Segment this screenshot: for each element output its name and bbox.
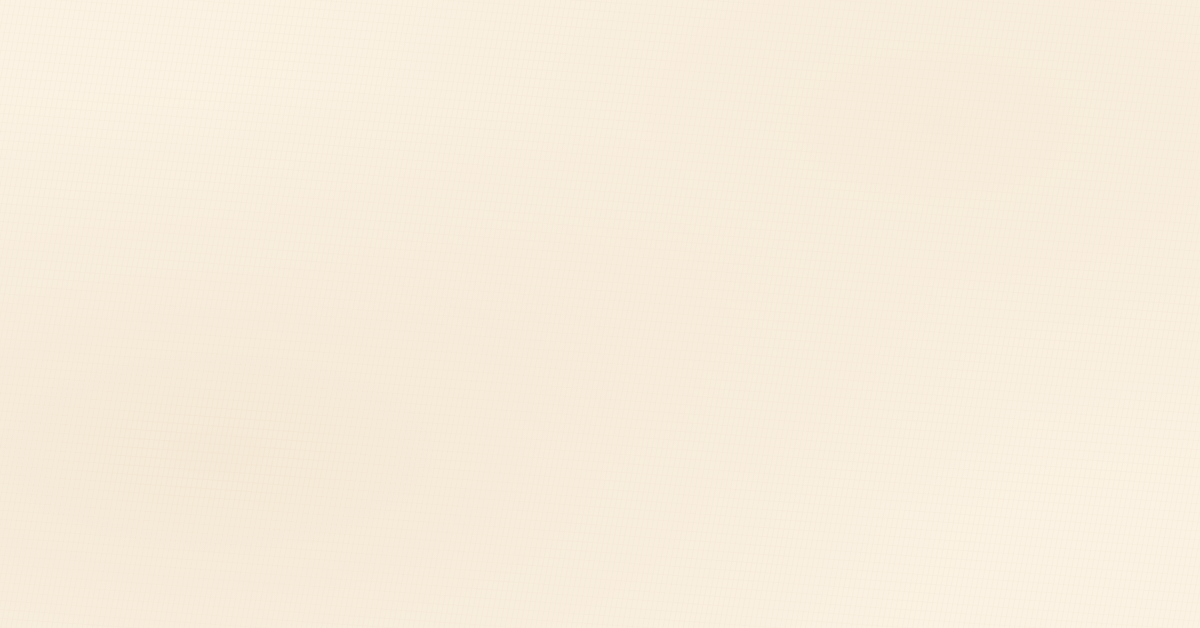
- region-nodata-3: [683, 473, 707, 489]
- region-somalia: [705, 483, 747, 525]
- region-netherlands: [539, 307, 557, 323]
- region-guatemala: [241, 457, 259, 475]
- region-png: [1061, 507, 1113, 537]
- region-suriname: [419, 503, 433, 525]
- region-iceland: [463, 257, 503, 275]
- region-greece: [609, 369, 639, 393]
- region-bangladesh: [873, 389, 895, 407]
- region-fiji: [1147, 525, 1165, 539]
- legend-highest-label: Highest: [803, 209, 890, 238]
- region-jamaica: [267, 407, 283, 417]
- region-yemen: [699, 427, 741, 449]
- region-gabon: [575, 507, 601, 535]
- region-french-guiana: [431, 505, 447, 527]
- region-angola: [571, 549, 633, 595]
- region-nodata-2: [459, 439, 489, 459]
- region-nz: [1159, 609, 1185, 628]
- region-japan-main: [1049, 359, 1083, 399]
- region-solomon: [1119, 517, 1143, 533]
- region-guinea: [485, 467, 511, 493]
- subtitle: 2026 FORECAST BY COUNTRY: [375, 163, 825, 193]
- region-mexico: [119, 427, 257, 503]
- region-syria: [663, 359, 693, 379]
- title-part-1: Gl: [108, 10, 248, 166]
- region-baltics: [611, 283, 647, 305]
- region-srilanka: [853, 451, 869, 467]
- region-cameroon: [593, 479, 617, 513]
- page-title: Gl bal Inflati n: [108, 22, 1094, 154]
- region-guyana: [403, 501, 421, 525]
- region-ghana: [531, 477, 553, 503]
- region-australia: [985, 563, 1129, 628]
- legend-gradient-bar: Lowest Highest: [128, 200, 910, 248]
- region-mali: [503, 425, 561, 467]
- title-part-4: n: [1010, 10, 1094, 166]
- region-saudi: [663, 371, 741, 435]
- region-moldova: [647, 327, 665, 341]
- region-vietnam: [933, 403, 963, 451]
- region-taiwan: [1005, 409, 1019, 429]
- region-spain: [481, 355, 527, 393]
- region-borneo: [979, 455, 1011, 481]
- region-sierra: [467, 473, 487, 493]
- region-korea: [1019, 361, 1041, 385]
- region-uk: [499, 295, 525, 331]
- title-part-3: ati: [771, 10, 939, 166]
- region-switzerland: [547, 335, 565, 349]
- region-niger: [555, 431, 615, 469]
- region-russia-east: [999, 255, 1105, 313]
- map-regions: [35, 236, 1185, 628]
- title-part-2: bal Infl: [319, 10, 774, 166]
- legend-lowest-label: Lowest: [148, 209, 229, 238]
- region-ireland: [485, 303, 503, 321]
- region-malaysia: [943, 459, 977, 477]
- region-mozambique: [689, 551, 731, 625]
- title-block: Gl bal Inflati n 2026 FORECAST BY COUNTRY: [0, 0, 1200, 193]
- region-peru: [285, 553, 335, 617]
- world-choropleth-map: [35, 236, 1185, 628]
- region-madagascar: [743, 561, 765, 603]
- region-chad: [607, 435, 653, 483]
- region-nepal: [861, 375, 893, 391]
- region-south-africa: [597, 591, 677, 628]
- region-dominican-republic: [299, 397, 319, 413]
- region-ivory-coast: [507, 479, 533, 503]
- region-czech: [579, 321, 607, 335]
- region-puerto-rico: [325, 401, 341, 411]
